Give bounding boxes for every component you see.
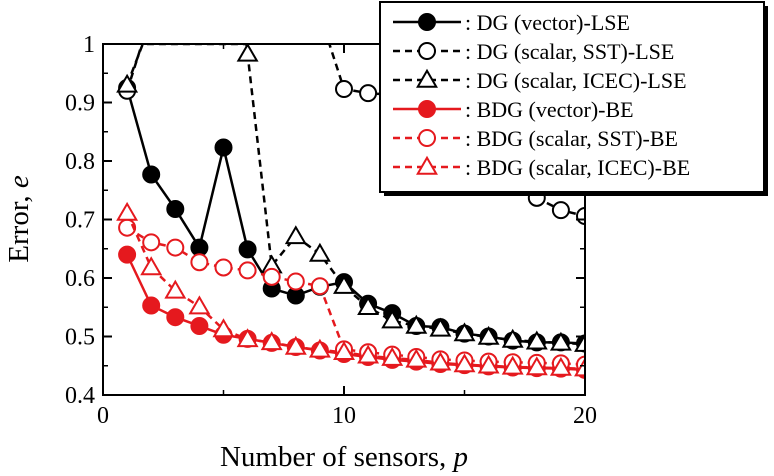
data-point [453, 322, 476, 342]
y-tick-label: 0.4 [65, 383, 95, 409]
data-point [236, 44, 259, 62]
legend-item: : BDG (scalar, ICEC)-BE [393, 155, 690, 180]
legend-marker [416, 155, 438, 175]
data-point [260, 331, 283, 351]
legend-item: : DG (vector)-LSE [393, 10, 630, 35]
legend-label: : DG (scalar, ICEC)-LSE [465, 68, 687, 93]
y-tick-label: 0.6 [65, 266, 95, 292]
y-tick-label: 0.7 [65, 208, 95, 234]
legend: : DG (vector)-LSE : DG (scalar, SST)-LSE:… [379, 1, 768, 196]
data-point [333, 341, 355, 361]
data-point [188, 295, 211, 315]
data-point [164, 279, 187, 299]
data-point [549, 331, 572, 351]
data-point [166, 308, 185, 327]
data-point [286, 272, 305, 291]
data-point [142, 165, 161, 184]
legend-marker [416, 68, 438, 88]
legend-label: : DG (vector)-LSE [465, 10, 630, 35]
legend-marker [418, 13, 436, 31]
data-point [429, 317, 452, 337]
data-point [525, 356, 548, 376]
data-point [357, 344, 380, 364]
data-point [238, 240, 257, 259]
data-point [116, 201, 139, 221]
legend-marker [418, 129, 436, 147]
x-axis-label-var: p [452, 441, 469, 473]
y-axis-label-var: e [3, 175, 35, 188]
data-point [453, 353, 476, 373]
data-point [214, 138, 233, 157]
legend-label: : BDG (scalar, ICEC)-BE [465, 155, 690, 180]
data-point [574, 357, 585, 377]
data-point [236, 328, 259, 348]
legend-marker [418, 100, 436, 118]
series-layer [116, 44, 585, 379]
data-point [166, 199, 185, 218]
legend-item: : BDG (vector)-BE [393, 97, 634, 122]
data-point [308, 338, 331, 358]
legend-label: : BDG (vector)-BE [465, 97, 634, 122]
legend-item: : DG (scalar, SST)-LSE [393, 39, 674, 64]
data-point [310, 277, 329, 296]
data-point [262, 267, 281, 286]
data-point [118, 245, 137, 264]
data-point [190, 316, 209, 335]
data-point [190, 253, 209, 272]
y-axis-label: Error, e [3, 175, 35, 263]
data-point [140, 256, 163, 276]
data-point [116, 73, 139, 93]
data-point [214, 258, 233, 277]
y-axis-label-prefix: Error, [3, 188, 35, 263]
y-tick-label: 0.9 [65, 91, 95, 117]
data-point [501, 328, 524, 348]
data-point [549, 356, 572, 376]
y-tick-label: 1 [83, 32, 95, 58]
data-point [212, 318, 235, 338]
legend-label: : BDG (scalar, SST)-BE [465, 126, 678, 151]
legend-item: : DG (scalar, ICEC)-LSE [393, 68, 687, 93]
legend-marker [418, 42, 436, 60]
series-line [125, 212, 585, 370]
data-point [381, 346, 404, 366]
data-point [335, 80, 353, 99]
data-point [166, 238, 185, 257]
data-point [190, 238, 209, 257]
data-point [142, 296, 161, 315]
data-point [477, 325, 500, 345]
legend-item: : BDG (scalar, SST)-BE [393, 126, 678, 151]
y-tick-label: 0.5 [65, 325, 95, 351]
data-point [284, 335, 307, 355]
data-point [405, 348, 428, 368]
x-tick-label: 0 [97, 403, 109, 429]
data-point [405, 314, 428, 334]
series-6 [116, 201, 585, 377]
data-point [142, 233, 161, 252]
data-point [551, 201, 570, 220]
x-tick-label: 10 [332, 403, 356, 429]
legend-label: : DG (scalar, SST)-LSE [465, 39, 674, 64]
data-point [333, 274, 355, 294]
x-axis-label: Number of sensors, p [220, 441, 468, 473]
data-point [308, 242, 331, 262]
tick-layer: 0.40.50.60.70.80.910 10 20 [65, 32, 597, 429]
data-point [238, 261, 257, 280]
series-3 [116, 44, 585, 352]
data-point [381, 309, 404, 329]
legend-box [379, 1, 765, 193]
data-point [429, 351, 452, 371]
data-point [501, 355, 524, 375]
x-tick-label: 20 [573, 403, 597, 429]
data-point [359, 84, 378, 103]
data-point [574, 332, 585, 352]
y-tick-label: 0.8 [65, 149, 95, 175]
data-point [525, 330, 548, 350]
data-point [357, 296, 380, 315]
data-point [477, 354, 500, 374]
x-axis-label-prefix: Number of sensors, [220, 441, 454, 473]
data-point [284, 225, 307, 245]
